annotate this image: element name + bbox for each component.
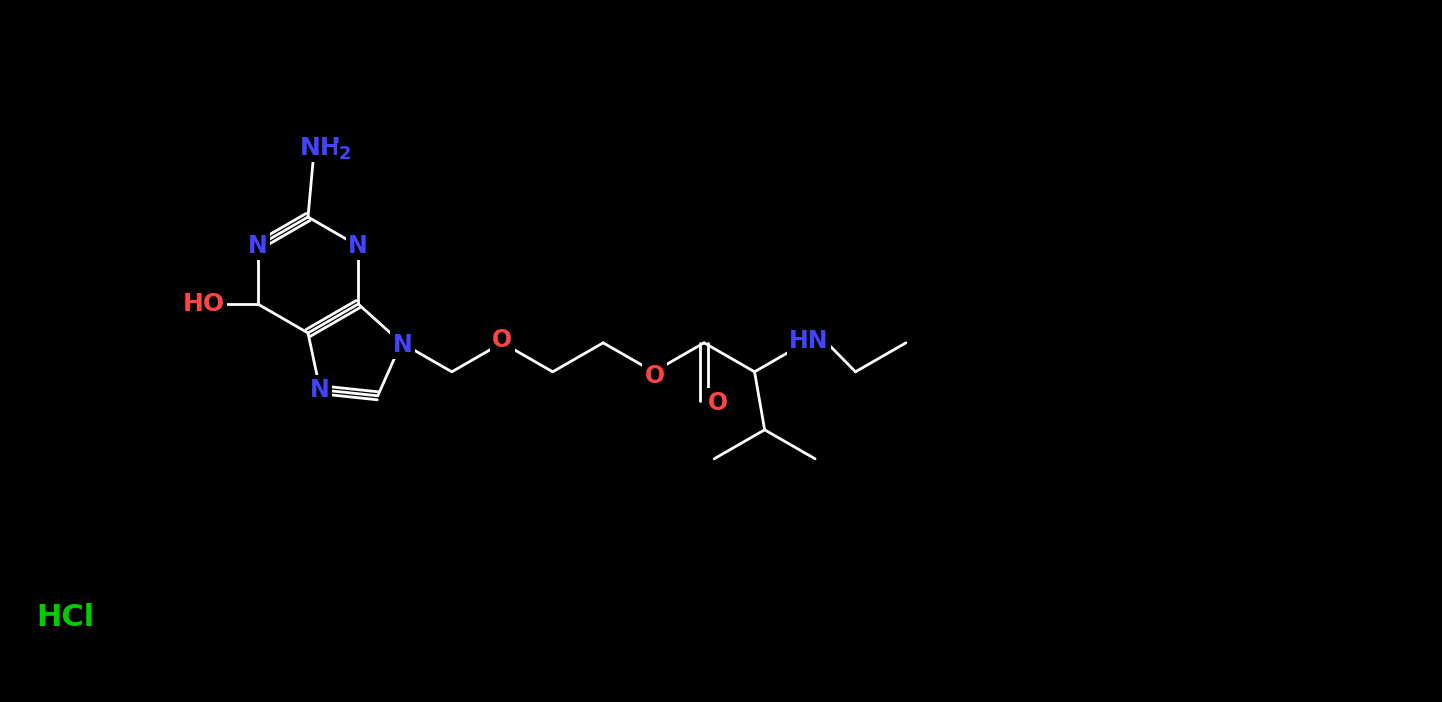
Text: N: N — [248, 234, 268, 258]
Text: N: N — [349, 234, 368, 258]
Text: N: N — [310, 378, 330, 402]
Text: N: N — [392, 333, 412, 357]
Text: HO: HO — [183, 292, 225, 316]
Text: HCl: HCl — [36, 604, 94, 633]
Text: O: O — [708, 391, 728, 415]
Text: O: O — [492, 328, 512, 352]
Text: 2: 2 — [339, 145, 352, 163]
Text: HN: HN — [789, 329, 829, 353]
Text: NH: NH — [300, 136, 342, 160]
Text: O: O — [645, 364, 665, 388]
